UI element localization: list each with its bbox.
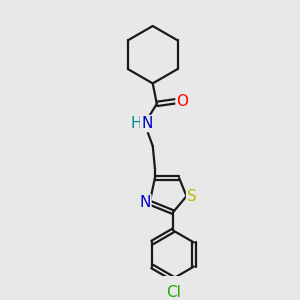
Text: N: N: [139, 195, 150, 210]
Text: H: H: [130, 116, 142, 131]
Text: Cl: Cl: [166, 285, 181, 300]
Text: S: S: [187, 189, 197, 204]
Text: O: O: [176, 94, 188, 109]
Text: N: N: [141, 116, 152, 131]
